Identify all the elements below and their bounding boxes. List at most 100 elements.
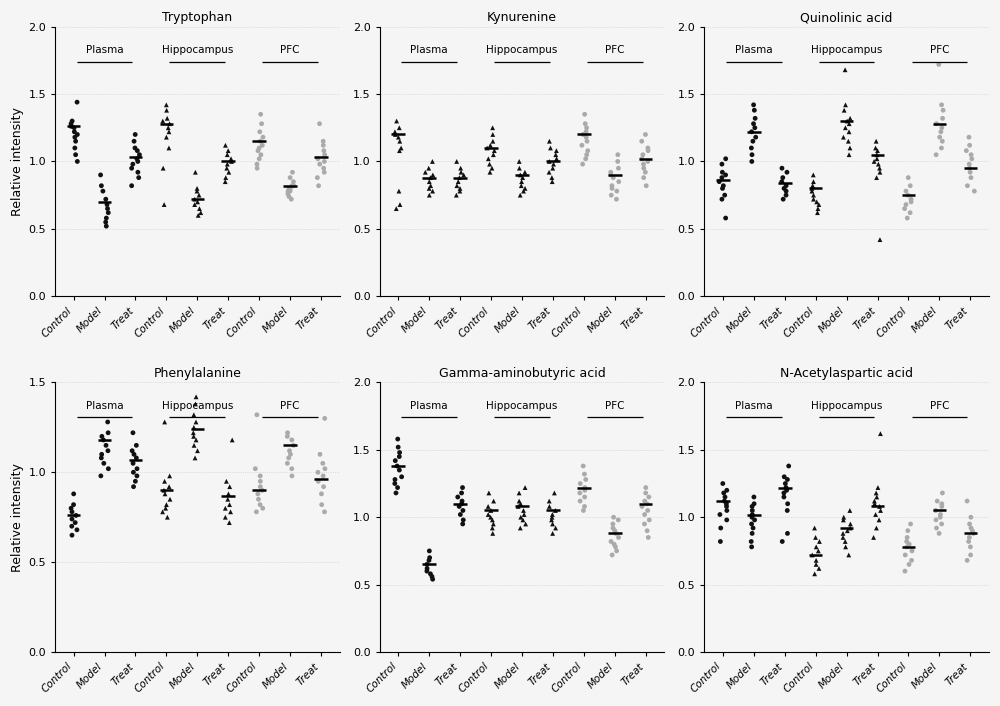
Point xyxy=(310,476,326,487)
Point xyxy=(390,433,406,445)
Point xyxy=(451,501,467,512)
Point xyxy=(579,149,595,160)
Point xyxy=(484,162,500,174)
Point xyxy=(99,199,115,210)
Point xyxy=(126,449,142,460)
Point xyxy=(312,158,328,169)
Point xyxy=(541,167,557,178)
Point xyxy=(932,509,948,520)
Point xyxy=(98,220,114,232)
Point xyxy=(392,136,408,147)
Point xyxy=(928,514,944,525)
Point xyxy=(98,193,114,205)
Point xyxy=(68,149,84,160)
Title: Gamma-aminobutyric acid: Gamma-aminobutyric acid xyxy=(439,367,605,380)
Point xyxy=(897,203,913,214)
Point xyxy=(160,122,176,133)
Point xyxy=(131,172,147,184)
Point xyxy=(779,474,795,485)
Point xyxy=(841,118,857,129)
Point xyxy=(744,126,760,138)
Point xyxy=(280,188,296,199)
Point xyxy=(898,199,914,210)
Point xyxy=(779,484,795,496)
Point xyxy=(186,440,202,451)
Point xyxy=(191,203,207,214)
Point xyxy=(316,156,332,167)
Point xyxy=(713,522,729,534)
Point xyxy=(719,484,735,496)
Point xyxy=(744,149,760,160)
Point xyxy=(218,172,234,184)
Point xyxy=(963,549,979,561)
Point xyxy=(545,162,561,174)
Point xyxy=(281,191,297,202)
Point xyxy=(455,518,471,530)
Point xyxy=(745,522,761,534)
Point xyxy=(835,514,851,525)
Point xyxy=(515,172,531,184)
Point xyxy=(282,183,298,194)
Point xyxy=(316,162,332,174)
Point xyxy=(744,528,760,539)
Point xyxy=(68,510,84,521)
Point xyxy=(868,136,884,147)
Point xyxy=(959,496,975,507)
Point xyxy=(605,172,621,184)
Point xyxy=(809,207,825,218)
Point xyxy=(903,193,919,205)
Point xyxy=(637,167,653,178)
Point xyxy=(281,453,297,464)
Point xyxy=(778,482,794,493)
Text: PFC: PFC xyxy=(930,401,949,411)
Point xyxy=(872,234,888,245)
Point xyxy=(452,186,468,197)
Point xyxy=(932,131,948,143)
Point xyxy=(128,453,144,464)
Point xyxy=(575,128,591,140)
Point xyxy=(868,143,884,154)
Point xyxy=(900,172,916,184)
Point xyxy=(810,545,826,556)
Point xyxy=(605,522,621,534)
Point xyxy=(779,528,795,539)
Point xyxy=(100,427,116,438)
Point xyxy=(606,539,622,550)
Point xyxy=(387,126,403,138)
Point xyxy=(189,186,205,197)
Point xyxy=(746,118,762,129)
Point xyxy=(66,126,82,138)
Point xyxy=(124,445,140,456)
Point xyxy=(935,104,951,116)
Point xyxy=(747,514,763,525)
Point xyxy=(611,176,627,187)
Point xyxy=(717,189,733,201)
Point xyxy=(220,145,236,156)
Point xyxy=(485,128,501,140)
Point xyxy=(899,542,915,553)
Point xyxy=(604,180,620,191)
Point xyxy=(255,131,271,143)
Point xyxy=(933,126,949,138)
Point xyxy=(897,549,913,561)
Point xyxy=(842,505,858,516)
Point xyxy=(284,470,300,481)
Point xyxy=(67,143,83,154)
Point xyxy=(286,180,302,191)
Point xyxy=(873,505,889,516)
Point xyxy=(425,186,441,197)
Point xyxy=(455,482,471,493)
Point xyxy=(715,183,731,194)
Point xyxy=(963,512,979,523)
Point xyxy=(605,518,621,530)
Point xyxy=(218,476,234,487)
Point xyxy=(640,532,656,543)
Text: Hippocampus: Hippocampus xyxy=(486,401,558,411)
Point xyxy=(835,532,851,543)
Point xyxy=(842,143,858,154)
Point xyxy=(422,552,438,563)
Point xyxy=(837,64,853,76)
Point xyxy=(479,143,495,154)
Point xyxy=(638,180,654,191)
Point xyxy=(931,528,947,539)
